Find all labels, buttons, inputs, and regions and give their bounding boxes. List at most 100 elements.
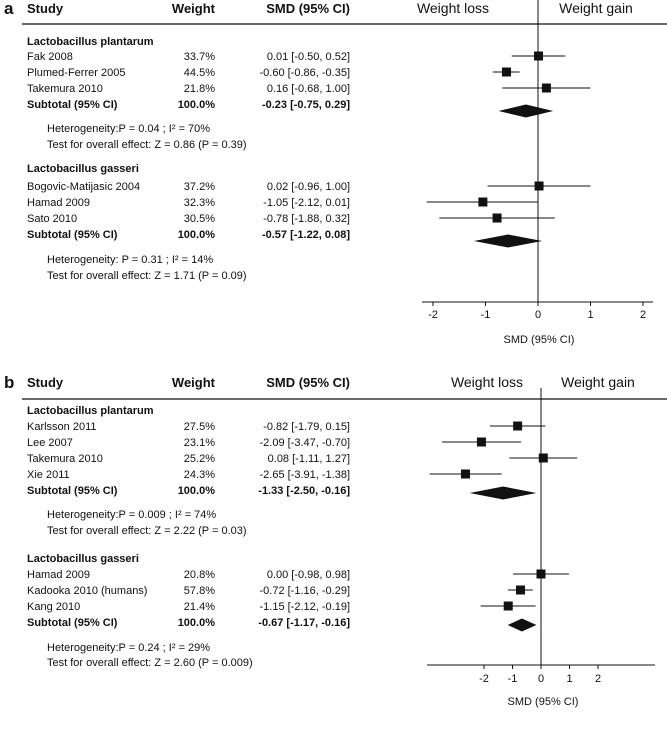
study-name: Bogovic-Matijasic 2004 bbox=[27, 181, 140, 193]
effect-square bbox=[502, 67, 511, 77]
subtotal-weight: 100.0% bbox=[178, 617, 216, 629]
smd-column-header: SMD (95% CI) bbox=[266, 375, 350, 390]
x-tick-label: 0 bbox=[535, 309, 541, 321]
study-name: Kadooka 2010 (humans) bbox=[27, 585, 147, 597]
subtotal-smd-ci: -0.57 [-1.22, 0.08] bbox=[262, 229, 350, 241]
subtotal-weight: 100.0% bbox=[178, 229, 216, 241]
study-name: Xie 2011 bbox=[27, 469, 70, 481]
study-name: Sato 2010 bbox=[27, 213, 77, 225]
weight-gain-label: Weight gain bbox=[559, 0, 633, 16]
effect-square bbox=[476, 437, 486, 447]
effect-square bbox=[534, 51, 544, 61]
subtotal-smd-ci: -0.67 [-1.17, -0.16] bbox=[258, 617, 350, 629]
subtotal-weight: 100.0% bbox=[178, 485, 216, 497]
study-name: Plumed-Ferrer 2005 bbox=[27, 67, 125, 79]
effect-square bbox=[536, 569, 546, 579]
subtotal-label: Subtotal (95% CI) bbox=[27, 485, 118, 497]
study-smd-ci: 0.08 [-1.11, 1.27] bbox=[268, 453, 350, 465]
effect-square bbox=[460, 469, 470, 479]
heterogeneity-text: Heterogeneity:P = 0.04 ; I² = 70% bbox=[47, 123, 210, 135]
heterogeneity-text: Heterogeneity: P = 0.31 ; I² = 14% bbox=[47, 254, 213, 266]
effect-square bbox=[492, 213, 502, 223]
study-weight: 27.5% bbox=[184, 421, 215, 433]
subgroup-title: Lactobacillus plantarum bbox=[27, 405, 154, 417]
overall-effect-text: Test for overall effect: Z = 2.22 (P = 0… bbox=[47, 525, 247, 537]
heterogeneity-text: Heterogeneity:P = 0.009 ; I² = 74% bbox=[47, 509, 216, 521]
overall-effect-text: Test for overall effect: Z = 2.60 (P = 0… bbox=[47, 657, 253, 669]
weight-gain-label: Weight gain bbox=[561, 374, 635, 390]
study-smd-ci: -2.09 [-3.47, -0.70] bbox=[260, 437, 351, 449]
overall-effect-text: Test for overall effect: Z = 1.71 (P = 0… bbox=[47, 270, 247, 282]
x-axis-label: SMD (95% CI) bbox=[504, 334, 575, 346]
effect-square bbox=[541, 83, 551, 93]
subtotal-smd-ci: -1.33 [-2.50, -0.16] bbox=[258, 485, 350, 497]
study-smd-ci: 0.02 [-0.96, 1.00] bbox=[267, 181, 350, 193]
x-tick-label: 1 bbox=[587, 309, 593, 321]
effect-square bbox=[515, 585, 525, 595]
heterogeneity-text: Heterogeneity:P = 0.24 ; I² = 29% bbox=[47, 642, 210, 654]
study-weight: 37.2% bbox=[184, 181, 215, 193]
subtotal-diamond bbox=[498, 104, 554, 118]
x-tick-label: 0 bbox=[538, 673, 544, 685]
x-tick-label: 1 bbox=[566, 673, 572, 685]
weight-loss-label: Weight loss bbox=[451, 374, 523, 390]
weight-column-header: Weight bbox=[172, 375, 216, 390]
effect-square bbox=[534, 181, 544, 191]
overall-effect-text: Test for overall effect: Z = 0.86 (P = 0… bbox=[47, 139, 247, 151]
study-weight: 24.3% bbox=[184, 469, 215, 481]
study-smd-ci: 0.00 [-0.98, 0.98] bbox=[267, 569, 350, 581]
smd-column-header: SMD (95% CI) bbox=[266, 1, 350, 16]
study-weight: 23.1% bbox=[184, 437, 215, 449]
study-column-header: Study bbox=[27, 1, 64, 16]
x-tick-label: -2 bbox=[479, 673, 489, 685]
x-tick-label: 2 bbox=[595, 673, 601, 685]
x-tick-label: -1 bbox=[508, 673, 518, 685]
study-smd-ci: 0.16 [-0.68, 1.00] bbox=[267, 83, 350, 95]
study-name: Takemura 2010 bbox=[27, 83, 103, 95]
x-tick-label: 2 bbox=[640, 309, 646, 321]
subtotal-label: Subtotal (95% CI) bbox=[27, 229, 118, 241]
study-smd-ci: -0.60 [-0.86, -0.35] bbox=[260, 67, 351, 79]
subtotal-diamond bbox=[469, 486, 537, 500]
study-weight: 44.5% bbox=[184, 67, 215, 79]
subgroup-title: Lactobacillus plantarum bbox=[27, 36, 154, 48]
study-weight: 32.3% bbox=[184, 197, 215, 209]
study-name: Karlsson 2011 bbox=[27, 421, 97, 433]
study-name: Kang 2010 bbox=[27, 601, 80, 613]
weight-loss-label: Weight loss bbox=[417, 0, 489, 16]
effect-square bbox=[478, 197, 488, 207]
study-weight: 30.5% bbox=[184, 213, 215, 225]
study-smd-ci: -1.15 [-2.12, -0.19] bbox=[260, 601, 351, 613]
study-weight: 57.8% bbox=[184, 585, 215, 597]
study-name: Lee 2007 bbox=[27, 437, 73, 449]
study-smd-ci: -1.05 [-2.12, 0.01] bbox=[263, 197, 350, 209]
study-smd-ci: -2.65 [-3.91, -1.38] bbox=[260, 469, 351, 481]
subgroup-title: Lactobacillus gasseri bbox=[27, 553, 139, 565]
x-tick-label: -1 bbox=[481, 309, 491, 321]
subtotal-label: Subtotal (95% CI) bbox=[27, 99, 118, 111]
effect-square bbox=[513, 421, 523, 431]
panel-letter: b bbox=[4, 373, 14, 392]
study-weight: 25.2% bbox=[184, 453, 215, 465]
study-weight: 33.7% bbox=[184, 51, 215, 63]
subtotal-smd-ci: -0.23 [-0.75, 0.29] bbox=[262, 99, 350, 111]
effect-square bbox=[538, 453, 548, 463]
study-weight: 21.8% bbox=[184, 83, 215, 95]
study-smd-ci: -0.78 [-1.88, 0.32] bbox=[263, 213, 350, 225]
study-smd-ci: -0.72 [-1.16, -0.29] bbox=[260, 585, 351, 597]
study-weight: 21.4% bbox=[184, 601, 215, 613]
x-tick-label: -2 bbox=[428, 309, 438, 321]
x-axis-label: SMD (95% CI) bbox=[508, 696, 579, 708]
effect-square bbox=[503, 601, 513, 611]
subtotal-diamond bbox=[473, 234, 543, 248]
subtotal-label: Subtotal (95% CI) bbox=[27, 617, 118, 629]
study-smd-ci: -0.82 [-1.79, 0.15] bbox=[263, 421, 350, 433]
weight-column-header: Weight bbox=[172, 1, 216, 16]
subgroup-title: Lactobacillus gasseri bbox=[27, 163, 139, 175]
subtotal-weight: 100.0% bbox=[178, 99, 216, 111]
study-smd-ci: 0.01 [-0.50, 0.52] bbox=[267, 51, 350, 63]
subtotal-diamond bbox=[507, 618, 537, 632]
study-name: Takemura 2010 bbox=[27, 453, 103, 465]
study-column-header: Study bbox=[27, 375, 64, 390]
